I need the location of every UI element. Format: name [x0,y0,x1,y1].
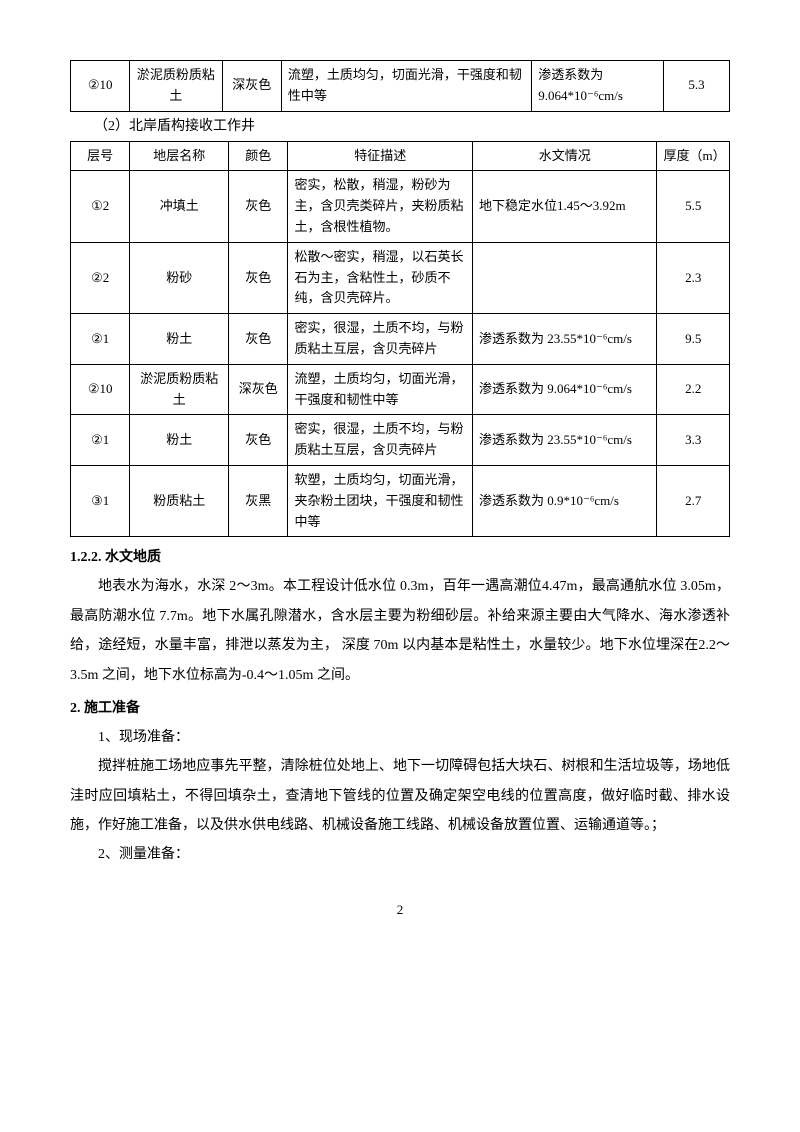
cell-color: 深灰色 [222,61,281,112]
cell-layer: ①2 [71,171,130,242]
cell-name: 冲填土 [130,171,229,242]
cell-color: 灰色 [229,171,288,242]
table-1: ②10 淤泥质粉质粘土 深灰色 流塑，土质均匀，切面光滑，干强度和韧性中等 渗透… [70,60,730,112]
page-number: 2 [70,900,730,920]
table-row: ③1 粉质粘土 灰黑 软塑，土质均匀，切面光滑，夹杂粉土团块，干强度和韧性中等 … [71,465,730,536]
th-thick: 厚度（m） [657,141,730,171]
heading-2: 2. 施工准备 [70,698,730,719]
cell-desc: 流塑，土质均匀，切面光滑，干强度和韧性中等 [288,364,473,415]
table-row: ②1 粉土 灰色 密实，很湿，土质不均，与粉质粘土互层，含贝壳碎片 渗透系数为 … [71,314,730,365]
cell-hydro: 渗透系数为 9.064*10⁻⁶cm/s [472,364,657,415]
cell-hydro: 渗透系数为 23.55*10⁻⁶cm/s [472,415,657,466]
cell-name: 淤泥质粉质粘土 [130,61,222,112]
cell-desc: 软塑，土质均匀，切面光滑，夹杂粉土团块，干强度和韧性中等 [288,465,473,536]
cell-desc: 密实，松散，稍湿，粉砂为主，含贝壳类碎片，夹粉质粘土，含根性植物。 [288,171,473,242]
th-layer: 层号 [71,141,130,171]
cell-desc: 密实，很湿，土质不均，与粉质粘土互层，含贝壳碎片 [288,314,473,365]
cell-hydro: 地下稳定水位1.45～3.92m [472,171,657,242]
cell-layer: ②1 [71,415,130,466]
table-2: 层号 地层名称 颜色 特征描述 水文情况 厚度（m） ①2 冲填土 灰色 密实，… [70,141,730,538]
cell-hydro: 渗透系数为9.064*10⁻⁶cm/s [532,61,664,112]
cell-thick: 3.3 [657,415,730,466]
heading-1-2-2: 1.2.2. 水文地质 [70,547,730,568]
th-hydro: 水文情况 [472,141,657,171]
cell-layer: ②1 [71,314,130,365]
cell-thick: 2.2 [657,364,730,415]
cell-desc: 密实，很湿，土质不均，与粉质粘土互层，含贝壳碎片 [288,415,473,466]
table-row: ②2 粉砂 灰色 松散～密实，稍湿，以石英长石为主，含粘性土，砂质不纯，含贝壳碎… [71,242,730,313]
cell-thick: 5.3 [664,61,730,112]
cell-thick: 2.3 [657,242,730,313]
table-row: ②1 粉土 灰色 密实，很湿，土质不均，与粉质粘土互层，含贝壳碎片 渗透系数为 … [71,415,730,466]
cell-desc: 流塑，土质均匀，切面光滑，干强度和韧性中等 [281,61,531,112]
th-desc: 特征描述 [288,141,473,171]
cell-color: 深灰色 [229,364,288,415]
cell-desc: 松散～密实，稍湿，以石英长石为主，含粘性土，砂质不纯，含贝壳碎片。 [288,242,473,313]
cell-name: 粉土 [130,415,229,466]
cell-thick: 5.5 [657,171,730,242]
cell-layer: ②2 [71,242,130,313]
cell-layer: ③1 [71,465,130,536]
cell-hydro: 渗透系数为 0.9*10⁻⁶cm/s [472,465,657,536]
cell-name: 粉质粘土 [130,465,229,536]
item-2-label: 2、测量准备： [70,840,730,869]
cell-layer: ②10 [71,364,130,415]
table-header-row: 层号 地层名称 颜色 特征描述 水文情况 厚度（m） [71,141,730,171]
table-row: ②10 淤泥质粉质粘土 深灰色 流塑，土质均匀，切面光滑，干强度和韧性中等 渗透… [71,61,730,112]
th-name: 地层名称 [130,141,229,171]
paragraph-hydro: 地表水为海水，水深 2～3m。本工程设计低水位 0.3m，百年一遇高潮位4.47… [70,572,730,690]
cell-layer: ②10 [71,61,130,112]
cell-color: 灰色 [229,415,288,466]
cell-hydro [472,242,657,313]
cell-hydro: 渗透系数为 23.55*10⁻⁶cm/s [472,314,657,365]
item-1-label: 1、现场准备： [70,723,730,752]
table-row: ②10 淤泥质粉质粘土 深灰色 流塑，土质均匀，切面光滑，干强度和韧性中等 渗透… [71,364,730,415]
cell-name: 粉土 [130,314,229,365]
cell-thick: 2.7 [657,465,730,536]
cell-name: 淤泥质粉质粘土 [130,364,229,415]
cell-color: 灰黑 [229,465,288,536]
th-color: 颜色 [229,141,288,171]
cell-thick: 9.5 [657,314,730,365]
cell-color: 灰色 [229,242,288,313]
cell-name: 粉砂 [130,242,229,313]
subtitle-2: （2）北岸盾构接收工作井 [94,116,730,137]
cell-color: 灰色 [229,314,288,365]
table-row: ①2 冲填土 灰色 密实，松散，稍湿，粉砂为主，含贝壳类碎片，夹粉质粘土，含根性… [71,171,730,242]
item-1-text: 搅拌桩施工场地应事先平整，清除桩位处地上、地下一切障碍包括大块石、树根和生活垃圾… [70,752,730,840]
